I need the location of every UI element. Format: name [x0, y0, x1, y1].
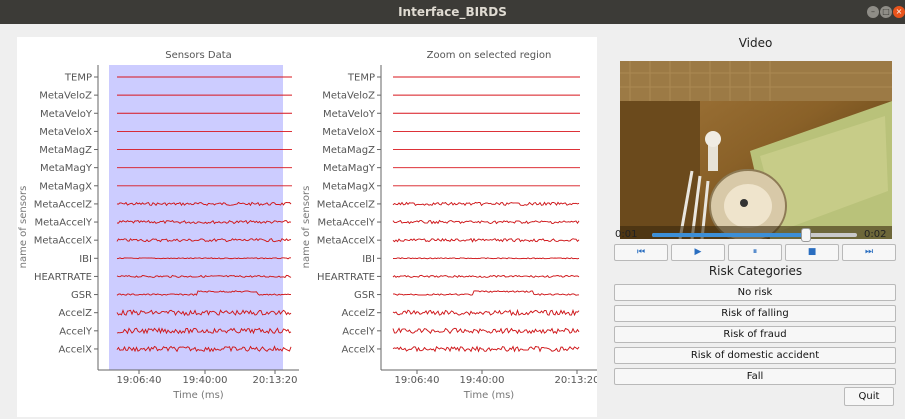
y-tick-label: MetaMagZ [39, 145, 92, 156]
close-button[interactable]: × [893, 6, 905, 18]
pause-icon: ⏸ [752, 247, 758, 257]
fall-button[interactable]: Fall [614, 368, 896, 385]
y-tick-label: MetaAccelX [317, 236, 375, 247]
y-tick-label: IBI [362, 254, 375, 265]
play-icon: ▶ [694, 247, 702, 257]
y-tick-label: MetaMagX [39, 181, 92, 192]
y-tick-label: MetaAccelX [34, 236, 92, 247]
sensor-line-MetaAccelX [116, 238, 292, 243]
x-axis-label: Time (ms) [172, 390, 224, 401]
x-tick-label: 19:06:40 [395, 375, 440, 386]
sensor-line-IBI [392, 257, 580, 260]
sensor-line-MetaAccelY [392, 219, 580, 225]
video-progress-handle[interactable] [800, 228, 811, 242]
play-button[interactable]: ▶ [671, 244, 725, 261]
y-tick-label: MetaVeloX [39, 127, 92, 138]
x-tick-label: 20:13:20 [253, 375, 298, 386]
minimize-button[interactable]: – [867, 6, 879, 18]
no-risk-button[interactable]: No risk [614, 284, 896, 301]
skip-back-button[interactable]: ⏮ [614, 244, 668, 261]
y-tick-label: MetaAccelZ [317, 199, 375, 210]
sensor-plots-svg[interactable]: Sensors Data name of sensors Time (ms) 19:0… [17, 37, 597, 417]
x-tick-label: 19:06:40 [117, 375, 162, 386]
y-tick-label: MetaVeloY [40, 109, 93, 120]
video-image [620, 61, 892, 239]
sensor-plot-area: Sensors Data name of sensors Time (ms) 19:0… [17, 37, 597, 417]
sensor-line-AccelY [392, 327, 580, 335]
stop-icon: ■ [807, 247, 817, 257]
sensor-line-GSR [116, 290, 292, 296]
skip-back-icon: ⏮ [636, 247, 646, 257]
y-tick-label: MetaVeloY [323, 109, 376, 120]
video-progress-fill [652, 233, 806, 237]
x-axis-label: Time (ms) [463, 390, 515, 401]
y-tick-label: MetaVeloZ [322, 91, 375, 102]
y-tick-label: HEARTRATE [34, 272, 92, 283]
sensor-line-AccelX [392, 345, 580, 353]
y-axis-label: name of sensors [18, 186, 29, 269]
y-tick-label: MetaMagZ [322, 145, 375, 156]
y-axis-label: name of sensors [301, 186, 312, 269]
stop-button[interactable]: ■ [785, 244, 839, 261]
video-progress-slider[interactable] [652, 228, 857, 242]
y-tick-label: MetaAccelZ [34, 199, 92, 210]
y-tick-label: MetaVeloZ [39, 91, 92, 102]
x-tick-label: 19:40:00 [183, 375, 228, 386]
chart-title: Zoom on selected region [427, 50, 552, 61]
current-time: 0:01 [615, 229, 638, 240]
risk-of-domestic-accident-button[interactable]: Risk of domestic accident [614, 347, 896, 364]
window-titlebar: Interface_BIRDS – □ × [0, 0, 905, 24]
sensor-line-IBI [116, 257, 291, 260]
sensor-line-AccelY [116, 327, 292, 335]
sensor-line-MetaAccelZ [392, 201, 580, 207]
sensor-line-AccelZ [116, 309, 292, 317]
y-tick-label: MetaMagX [322, 181, 375, 192]
sensor-line-MetaAccelZ [116, 201, 292, 207]
risk-of-falling-button[interactable]: Risk of falling [614, 305, 896, 322]
maximize-button[interactable]: □ [880, 6, 892, 18]
y-tick-label: TEMP [64, 73, 92, 84]
y-tick-label: TEMP [347, 73, 375, 84]
window-title: Interface_BIRDS [398, 5, 507, 19]
skip-forward-button[interactable]: ⏭ [842, 244, 896, 261]
selected-region-highlight [109, 65, 283, 370]
y-tick-label: MetaAccelY [317, 218, 375, 229]
video-frame[interactable] [620, 61, 892, 239]
y-tick-label: MetaAccelY [34, 218, 92, 229]
y-tick-label: MetaMagY [323, 163, 376, 174]
skip-forward-icon: ⏭ [864, 247, 874, 257]
y-tick-label: MetaVeloX [322, 127, 375, 138]
y-tick-label: AccelX [59, 344, 93, 355]
total-time: 0:02 [864, 229, 887, 240]
y-tick-label: HEARTRATE [317, 272, 375, 283]
y-tick-label: MetaMagY [40, 163, 93, 174]
y-tick-label: GSR [71, 290, 92, 301]
y-tick-label: AccelZ [59, 308, 93, 319]
sensor-line-HEARTRATE [116, 274, 292, 278]
pause-button[interactable]: ⏸ [728, 244, 782, 261]
sensor-line-MetaAccelX [392, 237, 580, 243]
sensor-line-GSR [392, 290, 580, 296]
risk-of-fraud-button[interactable]: Risk of fraud [614, 326, 896, 343]
y-tick-label: AccelZ [342, 308, 376, 319]
sensor-line-MetaAccelY [116, 219, 292, 225]
sensor-line-HEARTRATE [392, 274, 580, 278]
sensor-line-AccelX [116, 345, 292, 353]
y-tick-label: GSR [354, 290, 375, 301]
quit-button[interactable]: Quit [844, 387, 894, 406]
right-panel: Video [612, 24, 905, 419]
x-tick-label: 20:13:20 [555, 375, 597, 386]
y-tick-label: AccelX [342, 344, 376, 355]
risk-categories-title: Risk Categories [708, 264, 803, 278]
y-tick-label: AccelY [59, 326, 93, 337]
chart-title: Sensors Data [165, 50, 232, 61]
y-tick-label: AccelY [342, 326, 376, 337]
sensor-line-AccelZ [392, 308, 580, 317]
y-tick-label: IBI [79, 254, 92, 265]
x-tick-label: 19:40:00 [460, 375, 505, 386]
video-title: Video [738, 36, 773, 50]
